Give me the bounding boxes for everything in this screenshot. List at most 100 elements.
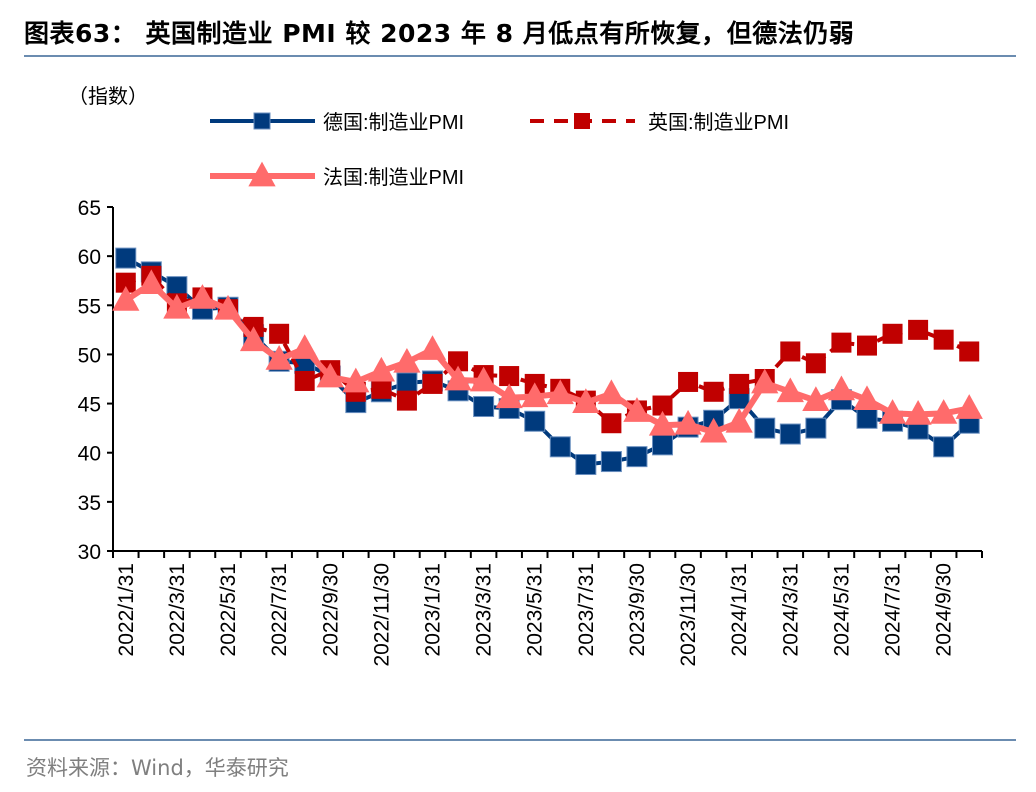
data-point [805, 417, 827, 439]
data-point [853, 385, 881, 411]
data-point [214, 294, 242, 320]
data-point [575, 454, 597, 476]
data-point [648, 410, 677, 436]
data-point [729, 373, 750, 394]
data-point [248, 161, 276, 187]
source-divider [24, 739, 1016, 741]
data-point [652, 434, 674, 456]
x-tick-label: 2023/5/31 [524, 563, 547, 656]
data-point [802, 386, 830, 412]
x-tick-label: 2023/11/30 [677, 563, 700, 667]
data-point [499, 366, 520, 387]
series-france [112, 269, 983, 443]
data-point [908, 319, 929, 340]
data-point [265, 345, 293, 370]
data-point [342, 367, 370, 393]
y-tick-label: 40 [78, 443, 101, 466]
data-point [776, 377, 804, 403]
data-point [780, 341, 801, 362]
data-point [574, 113, 590, 129]
data-point [652, 395, 673, 416]
y-tick-label: 30 [78, 541, 101, 564]
data-point [115, 247, 137, 269]
data-point [805, 353, 826, 374]
y-tick-label: 50 [78, 344, 101, 367]
legend-item-france: 法国:制造业PMI [210, 161, 464, 189]
data-point [469, 366, 498, 392]
data-point [253, 112, 271, 130]
data-point [955, 394, 983, 419]
y-tick-label: 35 [78, 492, 101, 515]
data-point [600, 451, 622, 473]
data-point [396, 390, 417, 411]
data-point [856, 407, 878, 429]
x-tick-label: 2022/5/31 [217, 563, 240, 656]
chart-title: 图表63： 英国制造业 PMI 较 2023 年 8 月低点有所恢复，但德法仍弱 [24, 19, 855, 48]
data-point [137, 269, 165, 295]
x-tick-label: 2022/9/30 [319, 563, 342, 656]
data-point [779, 423, 801, 445]
data-point [933, 436, 955, 458]
data-point [239, 326, 268, 352]
data-point [549, 436, 571, 458]
legend: 德国:制造业PMI 英国:制造业PMI 法国:制造业PMI [210, 111, 789, 189]
data-point [291, 334, 319, 359]
legend-label: 英国:制造业PMI [648, 111, 789, 134]
data-point [827, 375, 856, 401]
data-point [930, 399, 958, 424]
data-point [572, 388, 600, 413]
data-point [856, 335, 877, 356]
y-axis-unit-label: （指数） [68, 84, 148, 108]
data-point [699, 417, 728, 443]
data-point [831, 332, 852, 353]
legend-item-uk: 英国:制造业PMI [530, 111, 789, 134]
data-point [418, 335, 447, 360]
data-point [294, 370, 315, 391]
x-tick-label: 2024/5/31 [830, 563, 853, 656]
data-point [703, 381, 724, 402]
data-point [393, 347, 421, 373]
data-point [396, 372, 418, 394]
data-point [269, 323, 290, 344]
y-tick-label: 60 [78, 246, 101, 269]
source-note: 资料来源：Wind，华泰研究 [26, 756, 289, 780]
data-point [115, 272, 136, 293]
x-tick-label: 2023/9/30 [626, 563, 649, 656]
series-line [125, 273, 971, 426]
data-point [878, 399, 907, 424]
data-point [626, 446, 648, 468]
data-point [495, 383, 523, 409]
x-tick-label: 2022/1/31 [115, 563, 138, 656]
x-tick-label: 2022/3/31 [166, 563, 189, 656]
x-tick-label: 2024/9/30 [933, 563, 956, 656]
data-point [678, 371, 699, 392]
title-divider [24, 55, 1016, 57]
data-point [882, 323, 903, 344]
data-point [316, 362, 344, 388]
x-tick-label: 2024/7/31 [882, 563, 905, 656]
x-tick-label: 2024/1/31 [728, 563, 751, 656]
data-point [751, 368, 779, 394]
x-tick-label: 2022/7/31 [268, 563, 291, 656]
data-point [473, 396, 495, 418]
data-point [188, 284, 217, 309]
data-point [422, 373, 443, 394]
data-point [524, 410, 546, 432]
legend-label: 德国:制造业PMI [323, 111, 464, 134]
y-tick-label: 55 [78, 295, 101, 318]
data-point [371, 378, 392, 399]
data-point [601, 413, 622, 434]
data-point [112, 286, 140, 311]
series-layer [112, 247, 983, 476]
x-tick-label: 2023/1/31 [421, 563, 444, 656]
series-line [124, 256, 971, 467]
series-germany [115, 247, 980, 476]
data-point [444, 365, 472, 391]
y-tick-label: 45 [78, 394, 101, 417]
x-tick-label: 2023/3/31 [473, 563, 496, 656]
data-point [933, 329, 954, 350]
data-point [725, 407, 753, 433]
data-point [674, 409, 702, 435]
data-point [546, 379, 574, 405]
